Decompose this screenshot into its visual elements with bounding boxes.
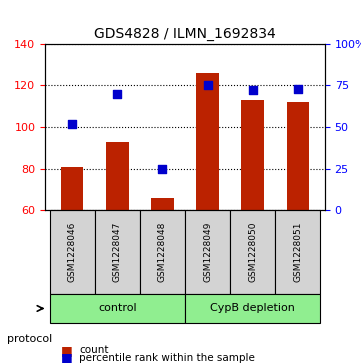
- Text: GSM1228046: GSM1228046: [68, 222, 77, 282]
- FancyBboxPatch shape: [185, 211, 230, 294]
- Point: [250, 87, 256, 93]
- FancyBboxPatch shape: [140, 211, 185, 294]
- FancyBboxPatch shape: [95, 211, 140, 294]
- Point: [69, 121, 75, 127]
- Text: protocol: protocol: [7, 334, 52, 344]
- Title: GDS4828 / ILMN_1692834: GDS4828 / ILMN_1692834: [94, 27, 276, 41]
- Text: ■: ■: [61, 351, 73, 363]
- Text: count: count: [79, 345, 109, 355]
- Bar: [151, 198, 174, 211]
- FancyBboxPatch shape: [49, 294, 185, 323]
- Text: CypB depletion: CypB depletion: [210, 303, 295, 314]
- FancyBboxPatch shape: [185, 294, 321, 323]
- Bar: [196, 73, 219, 211]
- Text: ■: ■: [61, 344, 73, 357]
- Point: [114, 91, 120, 97]
- Text: GSM1228047: GSM1228047: [113, 222, 122, 282]
- Text: percentile rank within the sample: percentile rank within the sample: [79, 352, 255, 363]
- FancyBboxPatch shape: [230, 211, 275, 294]
- Text: GSM1228050: GSM1228050: [248, 222, 257, 282]
- Text: GSM1228048: GSM1228048: [158, 222, 167, 282]
- Bar: [242, 100, 264, 211]
- Text: GSM1228049: GSM1228049: [203, 222, 212, 282]
- FancyBboxPatch shape: [49, 211, 95, 294]
- Bar: [61, 167, 83, 211]
- FancyBboxPatch shape: [275, 211, 321, 294]
- Point: [160, 166, 165, 172]
- Bar: [106, 142, 129, 211]
- Text: GSM1228051: GSM1228051: [293, 222, 302, 282]
- Point: [295, 86, 301, 91]
- Text: control: control: [98, 303, 136, 314]
- Point: [205, 82, 210, 88]
- Bar: [287, 102, 309, 211]
